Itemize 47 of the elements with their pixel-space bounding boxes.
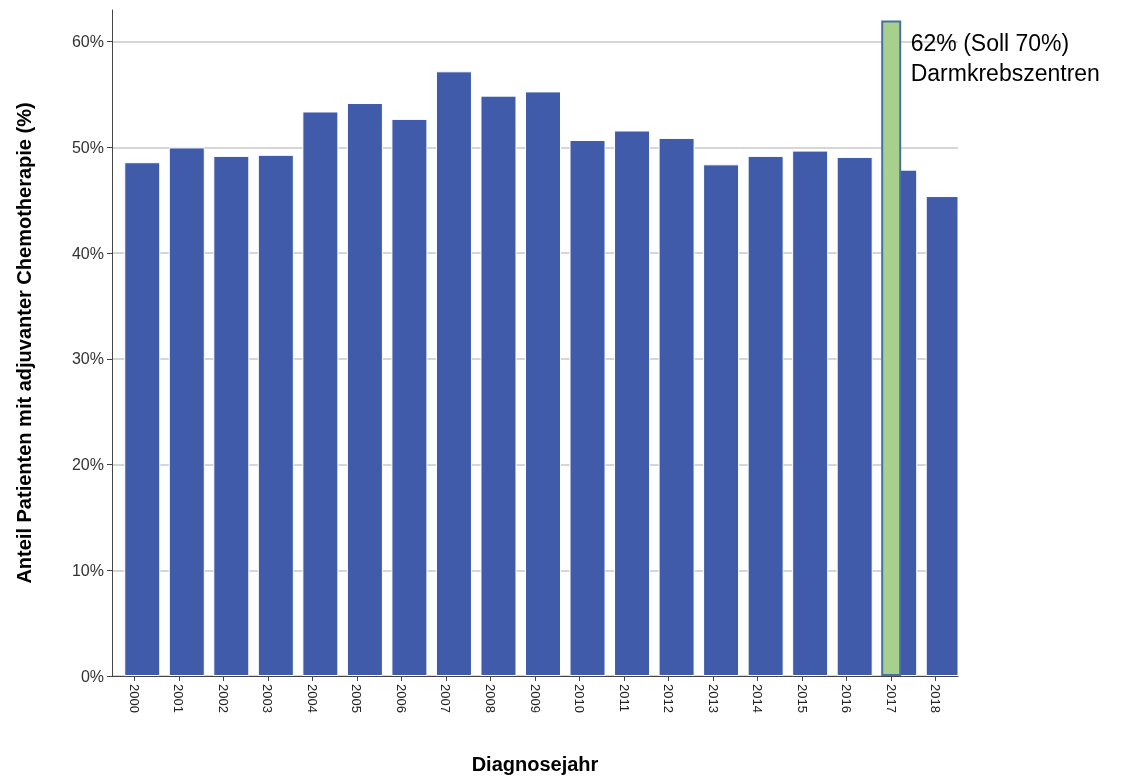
bar [168,147,205,676]
bar [658,137,695,676]
x-tick-label: 2001 [171,684,187,713]
x-tick-label: 2015 [794,684,810,713]
y-tick-label: 40% [71,244,104,262]
bar [391,118,428,676]
x-tick-label: 2011 [616,684,632,712]
bar [525,91,561,676]
x-tick-label: 2006 [393,684,409,713]
x-axis-title: Diagnosejahr [471,753,599,775]
x-tick-label: 2004 [304,684,320,713]
x-tick-label: 2010 [572,684,588,713]
bar [124,162,161,676]
bar [302,111,339,676]
bar [614,130,651,676]
x-tick-label: 2005 [349,684,365,713]
bar [480,95,517,676]
y-axis-title: Anteil Patienten mit adjuvanter Chemotherapie (%) [13,102,35,584]
bar [747,155,784,676]
x-tick-label: 2018 [928,684,944,713]
bar [792,150,829,676]
y-tick-label: 20% [71,456,104,474]
x-tick-label: 2000 [126,684,142,713]
bar [569,140,606,676]
x-tick-label: 2014 [750,684,766,713]
annotation: 62% (Soll 70%) Darmkrebszentren [910,30,1100,87]
bar [435,71,472,676]
y-tick-label: 50% [71,138,104,156]
y-tick-label: 10% [71,561,104,579]
y-tick-label: 30% [71,350,104,368]
x-tick-label: 2009 [527,684,543,713]
bar [257,154,294,676]
x-tick-label: 2012 [661,684,677,713]
x-tick-label: 2017 [883,684,899,713]
bar [881,20,902,676]
x-tick-label: 2002 [215,684,231,713]
bar [703,164,740,676]
bar [346,103,383,676]
bar [213,155,250,676]
x-tick-label: 2008 [482,684,498,713]
x-tick-label: 2016 [839,684,855,713]
x-tick-label: 2003 [260,684,276,713]
x-tick-label: 2013 [705,684,721,713]
y-tick-label: 0% [80,667,104,685]
y-tick-label: 60% [71,33,104,51]
bar [836,156,873,676]
x-tick-label: 2007 [438,684,454,713]
